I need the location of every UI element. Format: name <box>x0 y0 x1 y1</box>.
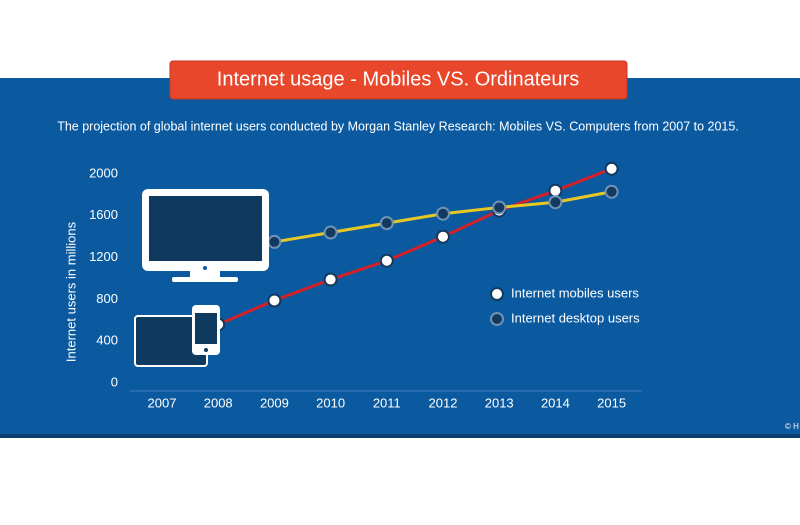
series-line <box>217 190 612 256</box>
data-point <box>379 253 394 268</box>
legend-marker <box>490 312 504 326</box>
title-box <box>169 60 628 100</box>
data-point <box>436 229 450 244</box>
data-point <box>323 225 338 240</box>
y-tick-label: 1600 <box>89 207 118 222</box>
subtitle: The projection of global internet users … <box>57 119 739 133</box>
legend-label: Internet desktop users <box>511 310 640 325</box>
data-point <box>436 206 450 221</box>
legend-label: Internet mobiles users <box>511 285 639 300</box>
y-tick-label: 2000 <box>89 165 118 180</box>
y-tick-label: 400 <box>96 333 118 348</box>
x-tick-label: 2007 <box>148 395 177 410</box>
plot: 0 400 800 1200 1600 2000 2007 2008 2009 2010 2011 2… <box>89 161 626 410</box>
x-tick-label: 2011 <box>373 395 401 410</box>
phone-icon <box>192 305 220 355</box>
legend: Internet mobiles users Internet desktop u… <box>490 285 640 326</box>
x-tick-label: 2014 <box>541 395 570 410</box>
y-tick-label: 1200 <box>89 249 118 264</box>
chart-title: Internet usage - Mobiles VS. Ordinateurs <box>217 68 579 90</box>
monitor-icon <box>142 189 269 282</box>
series-line <box>217 167 613 326</box>
data-point <box>604 184 619 199</box>
panel-shadow <box>0 434 800 438</box>
data-point <box>604 161 619 176</box>
data-point <box>323 272 338 287</box>
y-tick-label: 0 <box>111 374 118 389</box>
x-tick-label: 2015 <box>597 395 626 410</box>
data-point <box>548 195 563 210</box>
data-point <box>492 200 507 215</box>
x-tick-label: 2008 <box>204 395 233 410</box>
x-tick-label: 2009 <box>260 395 289 410</box>
x-tick-label: 2010 <box>316 395 345 410</box>
data-point <box>379 216 394 231</box>
credit: © H <box>785 422 799 431</box>
data-point <box>267 293 282 308</box>
x-tick-label: 2013 <box>485 395 514 410</box>
panel <box>0 78 800 436</box>
data-point <box>548 183 563 198</box>
y-tick-label: 800 <box>96 291 118 306</box>
legend-marker <box>490 287 504 301</box>
data-point <box>267 234 282 249</box>
x-tick-label: 2012 <box>429 395 458 410</box>
y-axis-label: Internet users in millions <box>63 221 78 362</box>
